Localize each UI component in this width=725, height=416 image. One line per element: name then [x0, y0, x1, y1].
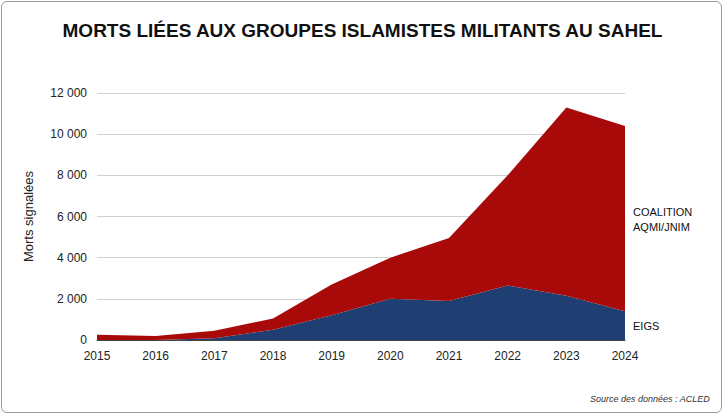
svg-text:EIGS: EIGS: [633, 320, 659, 332]
svg-text:2024: 2024: [612, 349, 639, 363]
svg-text:Source des données : ACLED: Source des données : ACLED: [590, 394, 710, 404]
svg-text:2019: 2019: [318, 349, 345, 363]
svg-text:2017: 2017: [201, 349, 228, 363]
svg-text:AQMI/JNIM: AQMI/JNIM: [633, 221, 690, 233]
svg-text:2015: 2015: [84, 349, 111, 363]
svg-text:6 000: 6 000: [57, 210, 87, 224]
svg-text:12 000: 12 000: [50, 86, 87, 100]
svg-text:2023: 2023: [553, 349, 580, 363]
svg-text:2018: 2018: [260, 349, 287, 363]
svg-text:2020: 2020: [377, 349, 404, 363]
svg-text:2 000: 2 000: [57, 292, 87, 306]
svg-text:2021: 2021: [436, 349, 463, 363]
svg-text:0: 0: [80, 333, 87, 347]
svg-text:4 000: 4 000: [57, 251, 87, 265]
svg-text:COALITION: COALITION: [633, 206, 692, 218]
svg-text:10 000: 10 000: [50, 127, 87, 141]
svg-text:2022: 2022: [494, 349, 521, 363]
svg-text:2016: 2016: [142, 349, 169, 363]
svg-text:Morts signalées: Morts signalées: [21, 170, 36, 262]
svg-text:8 000: 8 000: [57, 168, 87, 182]
svg-text:MORTS LIÉES AUX GROUPES ISLAMI: MORTS LIÉES AUX GROUPES ISLAMISTES MILIT…: [63, 20, 663, 41]
